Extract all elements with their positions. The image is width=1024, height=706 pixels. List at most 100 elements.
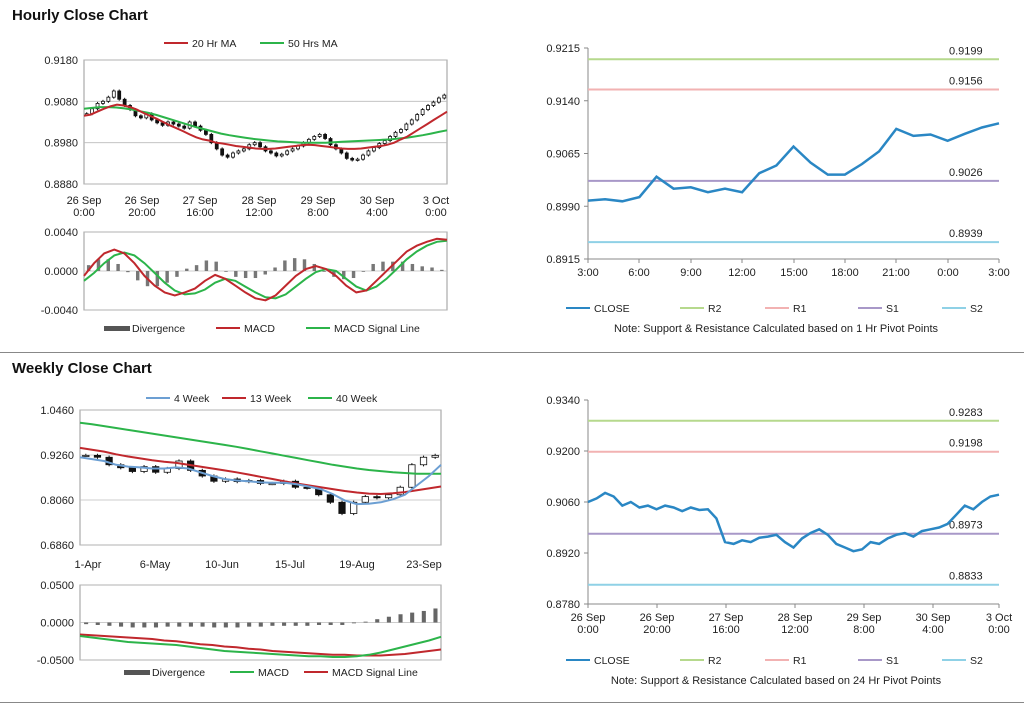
weekly-divergence-bar: [293, 622, 298, 626]
weekly-price-candle: [408, 464, 416, 488]
hourly-price-candle: [101, 100, 105, 104]
hourly-price-candle: [220, 148, 225, 156]
weekly-divergence-bar: [386, 616, 391, 623]
hourly-price-candle: [285, 150, 290, 155]
weekly-pivot-y-tick-label: 0.8920: [546, 548, 580, 560]
hourly-divergence-bar: [185, 268, 189, 271]
hourly-20hr-ma-line: [83, 103, 448, 150]
hourly-price-candle: [409, 119, 414, 125]
hourly-price-candle: [252, 142, 257, 146]
weekly-pivot-legend-close-label: CLOSE: [594, 655, 630, 667]
legend-40-week-label: 40 Week: [336, 393, 378, 405]
hourly-divergence-bar: [214, 261, 218, 271]
weekly-divergence-bar: [165, 622, 170, 627]
weekly-pivot-y-tick-label: 0.8780: [546, 599, 580, 611]
legend-hourly-divergence-swatch: [104, 326, 130, 331]
weekly-price-x-tick-label: 15-Jul: [275, 559, 305, 571]
weekly-price-candle: [338, 501, 346, 514]
weekly-pivot-x-tick-label: 29 Sep 8:00: [847, 612, 882, 636]
hourly-price-candle: [225, 154, 230, 158]
weekly-macd-y-tick-label: -0.0500: [37, 655, 74, 667]
hourly-divergence-bar: [243, 271, 248, 279]
weekly-divergence-bar: [305, 622, 310, 626]
weekly-price-y-tick-label: 1.0460: [40, 405, 74, 417]
hourly-price-y-tick-label: 0.9180: [44, 55, 78, 67]
hourly-price-candle: [442, 94, 447, 99]
hourly-divergence-bar: [175, 271, 179, 277]
weekly-price-candle: [82, 454, 90, 457]
weekly-macd-y-tick-label: 0.0000: [40, 618, 74, 630]
hourly-price-candle: [415, 114, 420, 121]
hourly-pivot-x-tick-label: 3:00: [577, 267, 598, 279]
hourly-macd-y-tick-label: 0.0040: [44, 227, 78, 239]
weekly-divergence-bar: [316, 622, 322, 625]
hourly-price-x-tick-label: 28 Sep 12:00: [242, 195, 277, 219]
hourly-divergence-bar: [204, 260, 209, 271]
weekly-divergence-bar: [188, 622, 193, 627]
hourly-divergence-bar: [165, 271, 169, 283]
weekly-divergence-bar: [119, 622, 124, 627]
hourly-price-x-tick-label: 26 Sep 20:00: [125, 195, 160, 219]
weekly-pivot-x-tick-label: 26 Sep 20:00: [640, 612, 675, 636]
weekly-divergence-bar: [223, 622, 228, 628]
weekly-divergence-bar: [398, 614, 403, 623]
hourly-price-x-tick-label: 29 Sep 8:00: [301, 195, 336, 219]
weekly-macd-y-tick-label: 0.0500: [40, 580, 74, 592]
hourly-pivot-r1-value-label: 0.9156: [949, 75, 983, 87]
hourly-price-candle: [138, 115, 143, 119]
weekly-pivot-x-tick-label: 27 Sep 16:00: [709, 612, 744, 636]
weekly-macd-line: [79, 635, 442, 658]
hourly-divergence-bar: [194, 265, 199, 271]
hourly-divergence-bar: [126, 271, 130, 273]
hourly-divergence-bar: [292, 258, 297, 271]
hourly-price-x-tick-label: 26 Sep 0:00: [67, 195, 102, 219]
hourly-divergence-bar: [234, 271, 238, 277]
legend-weekly-signal-label: MACD Signal Line: [332, 667, 418, 679]
legend-weekly-macd-label: MACD: [258, 667, 289, 679]
hourly-divergence-bar: [381, 261, 385, 271]
hourly-divergence-bar: [86, 265, 91, 271]
weekly-pivot-x-tick-label: 3 Oct 0:00: [986, 612, 1012, 636]
weekly-pivot-x-tick-label: 26 Sep 0:00: [571, 612, 606, 636]
weekly-pivot-x-tick-label: 28 Sep 12:00: [778, 612, 813, 636]
weekly-divergence-bar: [153, 622, 159, 628]
legend-hourly-signal-label: MACD Signal Line: [334, 323, 420, 335]
weekly-4wk-ma-line: [79, 456, 442, 506]
hourly-pivot-legend-s2-label: S2: [970, 303, 983, 315]
hourly-price-candle: [431, 101, 436, 106]
weekly-price-candle: [361, 496, 369, 503]
hourly-divergence-bar: [96, 259, 101, 271]
hourly-pivot-legend-close-label: CLOSE: [594, 303, 630, 315]
hourly-price-candle: [317, 133, 322, 137]
legend-20hr-ma-label: 20 Hr MA: [192, 38, 236, 50]
hourly-divergence-bar: [322, 271, 326, 272]
hourly-macd-y-tick-label: -0.0040: [41, 305, 78, 317]
hourly-price-frame: [83, 59, 448, 185]
hourly-macd-signal-line: [83, 239, 448, 300]
hourly-divergence-bar: [273, 267, 277, 271]
hourly-pivot-x-tick-label: 21:00: [882, 267, 910, 279]
hourly-divergence-bar: [430, 267, 434, 271]
hourly-price-candle: [393, 131, 398, 137]
hourly-price-candle: [312, 136, 317, 140]
weekly-divergence-bar: [375, 619, 380, 623]
hourly-price-candle: [323, 133, 327, 139]
weekly-pivot-s1-value-label: 0.8973: [949, 520, 983, 532]
weekly-pivot-x-tick-label: 30 Sep 4:00: [916, 612, 951, 636]
weekly-13wk-ma-line: [79, 446, 442, 496]
hourly-pivot-x-tick-label: 15:00: [780, 267, 808, 279]
hourly-price-candle: [344, 152, 349, 159]
hourly-divergence-bar: [400, 261, 405, 271]
hourly-price-candle: [290, 148, 295, 152]
hourly-pivot-x-tick-label: 3:00: [988, 267, 1009, 279]
hourly-divergence-bar: [342, 271, 346, 280]
weekly-40wk-ma-line: [79, 421, 441, 475]
weekly-divergence-bar: [328, 622, 333, 625]
hourly-pivot-y-tick-label: 0.8915: [546, 254, 580, 266]
hourly-price-candle: [436, 97, 441, 103]
legend-hourly-macd-label: MACD: [244, 323, 275, 335]
hourly-price-candle: [209, 133, 214, 144]
weekly-pivot-legend-s2-label: S2: [970, 655, 983, 667]
weekly-pivot-y-tick-label: 0.9340: [546, 395, 580, 407]
